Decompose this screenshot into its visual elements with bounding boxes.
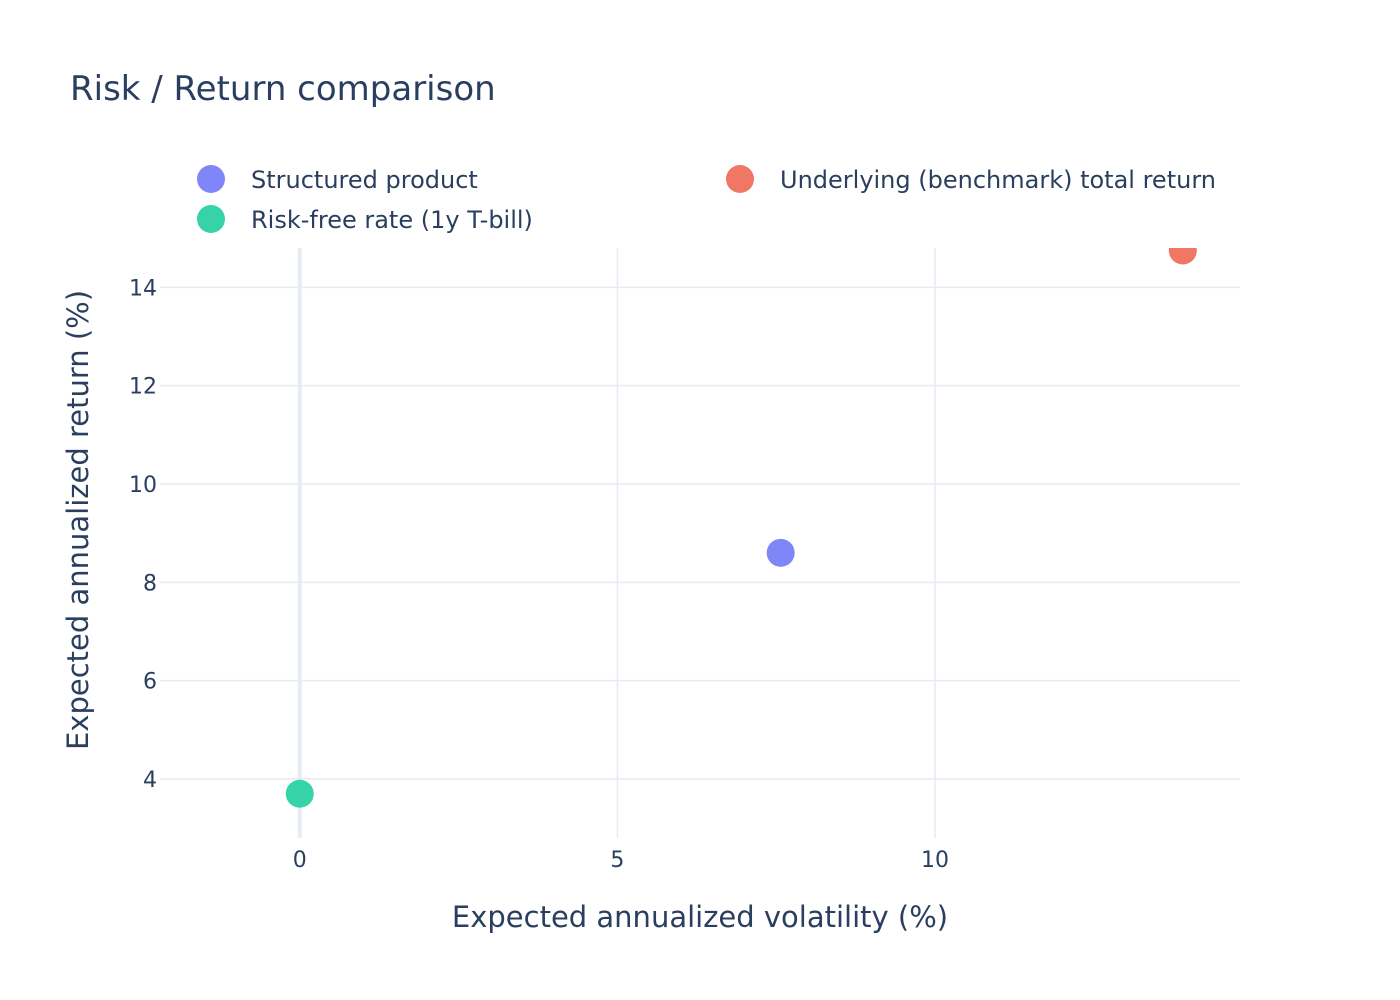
x-tick-label: 0	[293, 848, 307, 873]
data-point-series-2[interactable]	[1168, 236, 1197, 265]
tick-labels: 4 6 8 10 12 14 0 5 10	[129, 276, 949, 873]
y-tick-label: 10	[129, 473, 157, 498]
x-tick-label: 5	[610, 848, 624, 873]
data-points	[285, 236, 1197, 808]
y-tick-label: 12	[129, 375, 157, 400]
x-axis-title: Expected annualized volatility (%)	[452, 900, 948, 934]
y-tick-label: 6	[143, 670, 157, 695]
legend: Structured product Underlying (benchmark)…	[197, 165, 1216, 234]
y-tick-label: 8	[143, 571, 157, 596]
data-point-series-3[interactable]	[285, 779, 314, 808]
legend-marker[interactable]	[726, 165, 754, 193]
legend-label[interactable]: Underlying (benchmark) total return	[780, 166, 1216, 194]
legend-marker[interactable]	[197, 165, 225, 193]
chart-title: Risk / Return comparison	[70, 69, 496, 109]
y-tick-label: 4	[143, 768, 157, 793]
x-tick-label: 10	[921, 848, 949, 873]
grid	[160, 248, 1240, 838]
legend-label[interactable]: Risk-free rate (1y T-bill)	[251, 206, 533, 234]
legend-marker[interactable]	[197, 205, 225, 233]
data-point-series-1[interactable]	[766, 538, 795, 567]
y-axis-title: Expected annualized return (%)	[61, 290, 95, 750]
legend-label[interactable]: Structured product	[251, 166, 478, 194]
y-tick-label: 14	[129, 276, 157, 301]
